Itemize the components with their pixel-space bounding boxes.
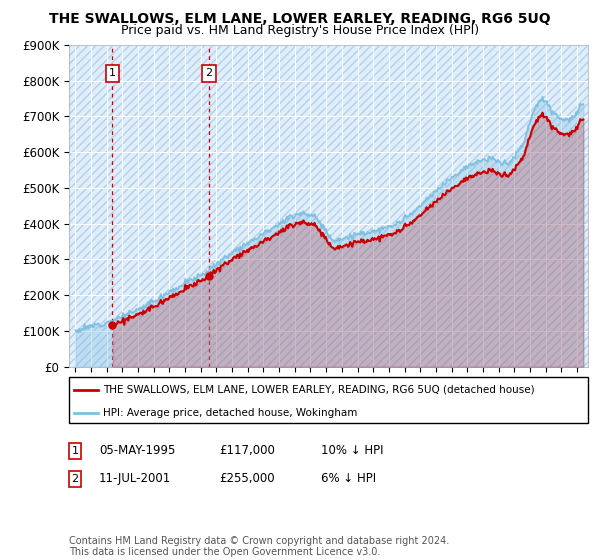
Text: HPI: Average price, detached house, Wokingham: HPI: Average price, detached house, Woki… bbox=[103, 408, 357, 418]
Text: 2: 2 bbox=[205, 68, 212, 78]
Text: £117,000: £117,000 bbox=[219, 444, 275, 458]
Text: 10% ↓ HPI: 10% ↓ HPI bbox=[321, 444, 383, 458]
Text: Price paid vs. HM Land Registry's House Price Index (HPI): Price paid vs. HM Land Registry's House … bbox=[121, 24, 479, 36]
Text: Contains HM Land Registry data © Crown copyright and database right 2024.
This d: Contains HM Land Registry data © Crown c… bbox=[69, 535, 449, 557]
Text: 1: 1 bbox=[109, 68, 116, 78]
Text: 2: 2 bbox=[71, 474, 79, 484]
Text: £255,000: £255,000 bbox=[219, 472, 275, 486]
Text: THE SWALLOWS, ELM LANE, LOWER EARLEY, READING, RG6 5UQ (detached house): THE SWALLOWS, ELM LANE, LOWER EARLEY, RE… bbox=[103, 385, 535, 395]
Text: THE SWALLOWS, ELM LANE, LOWER EARLEY, READING, RG6 5UQ: THE SWALLOWS, ELM LANE, LOWER EARLEY, RE… bbox=[49, 12, 551, 26]
FancyBboxPatch shape bbox=[69, 377, 588, 423]
Text: 1: 1 bbox=[71, 446, 79, 456]
Text: 05-MAY-1995: 05-MAY-1995 bbox=[99, 444, 175, 458]
Text: 6% ↓ HPI: 6% ↓ HPI bbox=[321, 472, 376, 486]
Text: 11-JUL-2001: 11-JUL-2001 bbox=[99, 472, 171, 486]
